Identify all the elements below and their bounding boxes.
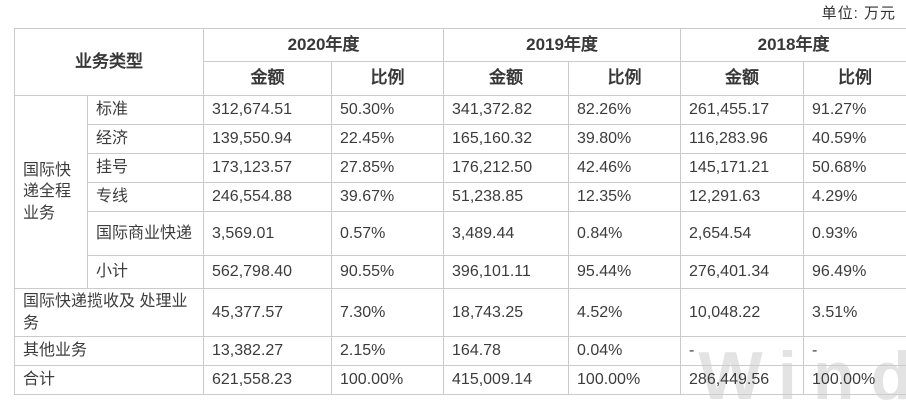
cell-amount-2019: 18,743.25 — [443, 287, 570, 338]
cell-amount-2018: 116,283.96 — [680, 124, 805, 154]
row-label: 专线 — [87, 182, 204, 212]
cell-amount-2018: 145,171.21 — [680, 153, 805, 183]
cell-amount-2020: 139,550.94 — [203, 124, 332, 154]
row-label: 挂号 — [87, 153, 204, 183]
table-row-total: 合计 621,558.23 100.00% 415,009.14 100.00%… — [14, 365, 906, 396]
cell-ratio-2020: 0.57% — [330, 211, 445, 256]
header-row-years: 业务类型 2020年度 2019年度 2018年度 — [14, 28, 906, 96]
cell-amount-2019: 341,372.82 — [443, 95, 570, 125]
cell-ratio-2019: 0.04% — [568, 336, 682, 367]
cell-amount-2018: 261,455.17 — [680, 95, 805, 125]
cell-ratio-2020: 50.30% — [330, 95, 445, 125]
cell-ratio-2020: 39.67% — [330, 182, 445, 212]
header-ratio-2018: 比例 — [803, 61, 906, 96]
cell-ratio-2020: 22.45% — [330, 124, 445, 154]
cell-ratio-2020: 90.55% — [330, 255, 445, 289]
cell-amount-2020: 562,798.40 — [203, 255, 332, 289]
cell-ratio-2020: 100.00% — [330, 365, 445, 396]
cell-amount-2020: 45,377.57 — [203, 287, 332, 338]
row-label: 国际快递揽收及 处理业务 — [14, 287, 204, 338]
table-row-intl-commercial-express: 国际商业快递 3,569.01 0.57% 3,489.44 0.84% 2,6… — [15, 211, 906, 256]
table-row-dedicated-line: 专线 246,554.88 39.67% 51,238.85 12.35% 12… — [15, 182, 906, 212]
cell-ratio-2019: 100.00% — [568, 365, 682, 396]
cell-ratio-2018: 0.93% — [803, 211, 906, 256]
cell-amount-2019: 164.78 — [443, 336, 570, 367]
cell-ratio-2018: 91.27% — [803, 95, 906, 125]
table-row-economy: 经济 139,550.94 22.45% 165,160.32 39.80% 1… — [15, 124, 906, 154]
row-label: 经济 — [87, 124, 204, 154]
cell-amount-2018: 2,654.54 — [680, 211, 805, 256]
cell-amount-2019: 415,009.14 — [443, 365, 570, 396]
cell-amount-2019: 396,101.11 — [443, 255, 570, 289]
cell-ratio-2020: 2.15% — [330, 336, 445, 367]
cell-amount-2018: - — [680, 336, 805, 367]
revenue-breakdown-table: 业务类型 2020年度 2019年度 2018年度 金额 比例 金额 比例 金额… — [14, 28, 906, 396]
cell-amount-2020: 246,554.88 — [203, 182, 332, 212]
header-year-2020: 2020年度 — [202, 28, 445, 62]
cell-ratio-2019: 0.84% — [568, 211, 682, 256]
cell-amount-2020: 621,558.23 — [203, 365, 332, 396]
cell-amount-2019: 165,160.32 — [443, 124, 570, 154]
cell-ratio-2018: 4.29% — [803, 182, 906, 212]
group-label-intl-express: 国际快递全程业务 — [14, 95, 88, 289]
table-row-pickup-processing: 国际快递揽收及 处理业务 45,377.57 7.30% 18,743.25 4… — [14, 287, 906, 338]
cell-amount-2020: 173,123.57 — [203, 153, 332, 183]
header-year-2018: 2018年度 — [680, 28, 906, 62]
cell-ratio-2018: 3.51% — [803, 287, 906, 338]
cell-amount-2018: 10,048.22 — [680, 287, 805, 338]
cell-ratio-2019: 42.46% — [568, 153, 682, 183]
cell-ratio-2019: 12.35% — [568, 182, 682, 212]
cell-ratio-2018: - — [803, 336, 906, 367]
header-business-type: 业务类型 — [14, 28, 204, 96]
cell-amount-2019: 176,212.50 — [443, 153, 570, 183]
header-ratio-2020: 比例 — [330, 61, 445, 96]
cell-ratio-2018: 100.00% — [803, 365, 906, 396]
cell-ratio-2020: 7.30% — [330, 287, 445, 338]
row-label: 小计 — [87, 255, 204, 289]
table-row-subtotal: 小计 562,798.40 90.55% 396,101.11 95.44% 2… — [15, 255, 906, 289]
cell-amount-2020: 13,382.27 — [203, 336, 332, 367]
table-row-standard: 国际快递全程业务 标准 312,674.51 50.30% 341,372.82… — [14, 95, 906, 289]
header-amount-2018: 金额 — [680, 61, 805, 96]
unit-label: 单位: 万元 — [821, 5, 896, 22]
cell-amount-2018: 12,291.63 — [680, 182, 805, 212]
row-label: 标准 — [87, 95, 204, 125]
cell-ratio-2018: 50.68% — [803, 153, 906, 183]
header-year-2019: 2019年度 — [443, 28, 682, 62]
header-ratio-2019: 比例 — [568, 61, 682, 96]
cell-ratio-2018: 40.59% — [803, 124, 906, 154]
cell-amount-2018: 276,401.34 — [680, 255, 805, 289]
cell-amount-2018: 286,449.56 — [680, 365, 805, 396]
cell-amount-2020: 3,569.01 — [203, 211, 332, 256]
header-amount-2019: 金额 — [443, 61, 570, 96]
table-row-registered: 挂号 173,123.57 27.85% 176,212.50 42.46% 1… — [15, 153, 906, 183]
cell-ratio-2019: 4.52% — [568, 287, 682, 338]
cell-ratio-2019: 39.80% — [568, 124, 682, 154]
cell-amount-2019: 3,489.44 — [443, 211, 570, 256]
cell-ratio-2019: 82.26% — [568, 95, 682, 125]
table-row-other-business: 其他业务 13,382.27 2.15% 164.78 0.04% - - — [14, 336, 906, 367]
header-amount-2020: 金额 — [203, 61, 332, 96]
cell-ratio-2020: 27.85% — [330, 153, 445, 183]
cell-ratio-2018: 96.49% — [803, 255, 906, 289]
header-row-subcolumns: 金额 比例 金额 比例 金额 比例 — [15, 61, 906, 96]
cell-amount-2019: 51,238.85 — [443, 182, 570, 212]
row-label: 其他业务 — [14, 336, 204, 367]
row-label: 合计 — [14, 365, 204, 396]
cell-ratio-2019: 95.44% — [568, 255, 682, 289]
cell-amount-2020: 312,674.51 — [203, 95, 332, 125]
row-label: 国际商业快递 — [87, 211, 204, 256]
